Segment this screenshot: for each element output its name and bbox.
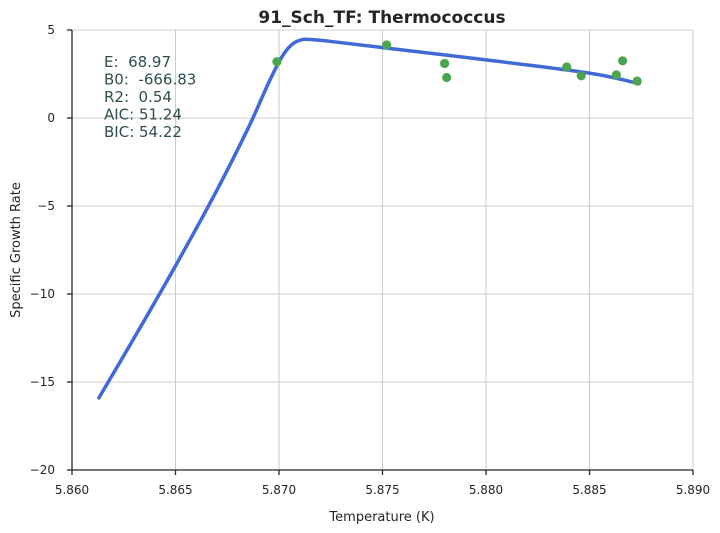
y-tick-label: −5 [37,199,55,213]
x-tick-label: 5.880 [469,483,503,497]
chart-title: 91_Sch_TF: Thermococcus [258,8,505,28]
y-tick-label: 5 [47,23,55,37]
data-point [632,76,642,86]
y-tick-label: −10 [30,287,55,301]
x-tick-label: 5.865 [158,483,192,497]
tick-labels: 5.860 5.865 5.870 5.875 5.880 5.885 5.890 5 0 −5 −… [30,23,711,497]
y-tick-label: −20 [30,463,55,477]
x-tick-label: 5.885 [572,483,606,497]
x-tick-label: 5.875 [365,483,399,497]
data-point [442,72,452,83]
stat-line: B0: -666.83 [104,71,196,89]
x-tick-label: 5.890 [676,483,710,497]
fit-curve [97,37,641,400]
data-point [562,62,572,72]
axes [67,29,694,475]
x-tick-label: 5.860 [55,483,89,497]
stat-line: E: 68.97 [104,53,171,71]
y-axis-label: Specific Growth Rate [9,182,24,318]
fit-curve-layer [97,37,641,400]
data-point [382,40,392,50]
data-point [618,56,628,66]
stat-line: BIC: 54.22 [104,123,182,141]
y-tick-label: −15 [30,375,55,389]
data-point [440,58,450,69]
data-points [272,40,642,86]
data-point [611,70,622,80]
x-tick-label: 5.870 [262,483,296,497]
data-point [272,57,282,67]
stat-line: R2: 0.54 [104,88,172,106]
x-axis-label: Temperature (K) [328,510,434,525]
data-point [576,71,586,81]
y-tick-label: 0 [47,111,55,125]
stat-line: AIC: 51.24 [104,106,182,124]
